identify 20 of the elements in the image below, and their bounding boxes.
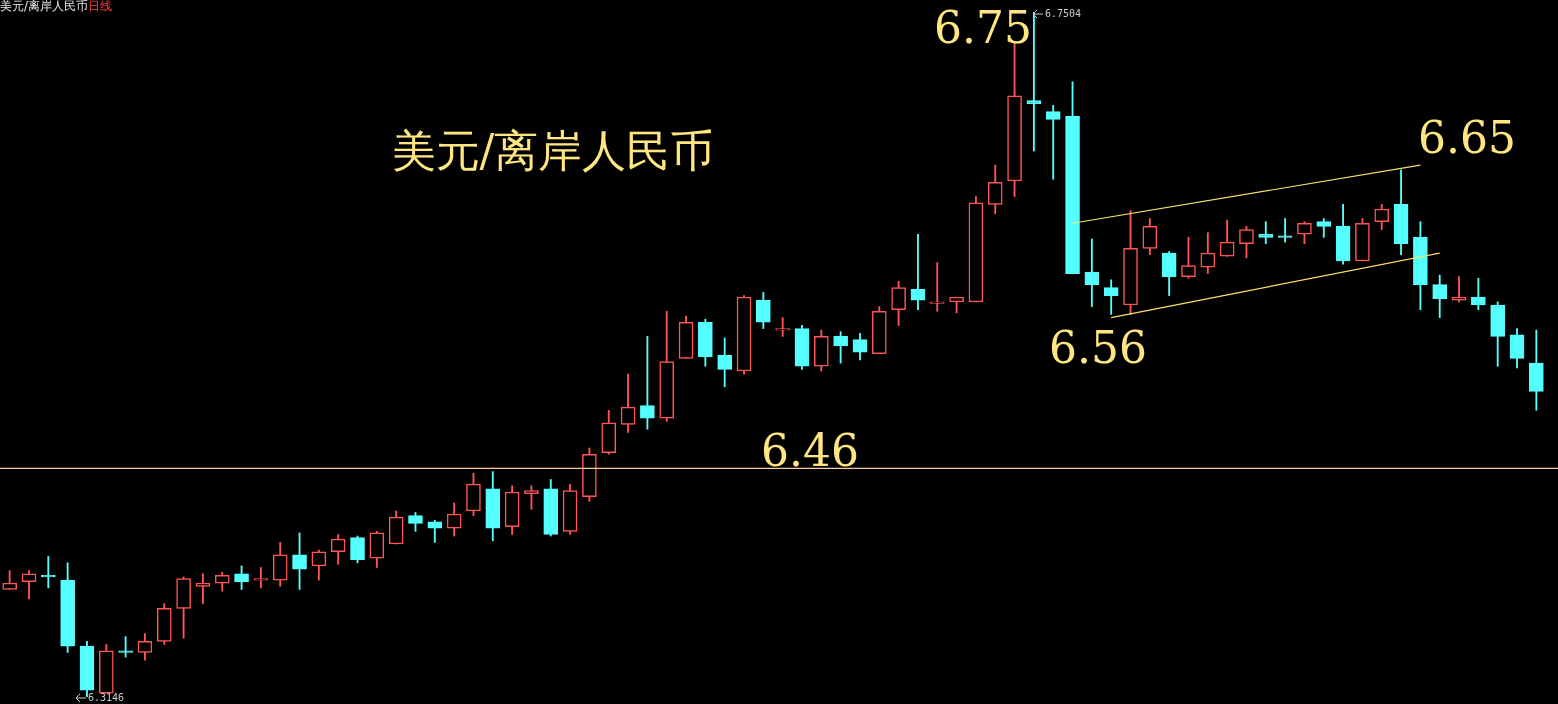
ref-line-label: 6.46 (761, 425, 859, 477)
annotation: 6.65 (1418, 112, 1516, 164)
annotation: 6.7504 (1045, 7, 1082, 19)
annotation: 6.3146 (88, 691, 125, 703)
candlestick (1277, 218, 1293, 243)
candlestick (775, 317, 790, 337)
candlestick (1451, 276, 1467, 303)
candlestick (253, 567, 269, 589)
candlestick (640, 336, 655, 430)
candlestick (1258, 221, 1274, 245)
annotation: 美元/离岸人民币 (391, 125, 715, 177)
candlestick (118, 636, 133, 658)
candlestick (1045, 105, 1061, 180)
annotation: 6.56 (1049, 322, 1147, 374)
chart-title: 美元/离岸人民币 (0, 0, 89, 13)
candlestick (929, 262, 945, 312)
annotation: 6.75 (934, 2, 1032, 54)
candlestick (910, 233, 926, 311)
chart-subtitle: 日线 (88, 0, 113, 13)
candlestick (195, 573, 211, 604)
